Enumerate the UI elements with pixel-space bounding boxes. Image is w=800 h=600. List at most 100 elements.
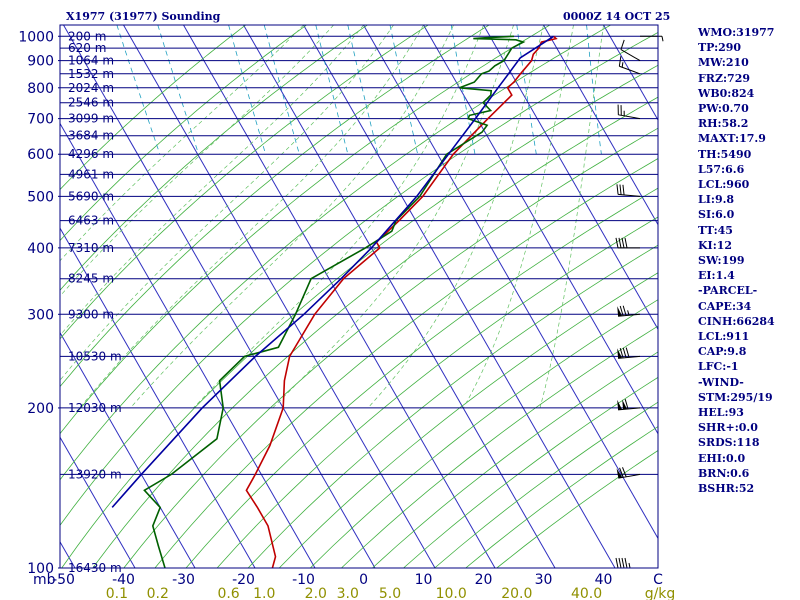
pressure-tick-label: 200 bbox=[27, 401, 54, 417]
stat-item: LI:9.8 bbox=[698, 193, 735, 207]
mixing-ratio-label: 2.0 bbox=[305, 586, 327, 600]
wind-barb bbox=[617, 399, 641, 411]
isotherm-line bbox=[543, 25, 658, 226]
stat-item: EHI:0.0 bbox=[698, 451, 746, 465]
stat-item: BRN:0.6 bbox=[698, 466, 750, 480]
temperature-tick-label: 10 bbox=[415, 572, 433, 588]
mixing-ratio-label: 10.0 bbox=[436, 586, 467, 600]
mixing-ratio-unit: g/kg bbox=[645, 586, 676, 600]
isotherm-line bbox=[63, 25, 376, 568]
stat-item: KI:12 bbox=[698, 238, 733, 252]
pressure-tick-label: 600 bbox=[27, 147, 54, 163]
height-label: 1532 m bbox=[68, 67, 114, 81]
dry-adiabat-line bbox=[60, 25, 307, 242]
stat-item: WMO:31977 bbox=[698, 26, 775, 39]
dry-adiabat-line bbox=[154, 158, 658, 568]
stat-item: SI:6.0 bbox=[698, 208, 735, 222]
moist-adiabat-line bbox=[367, 25, 544, 409]
pressure-tick-label: 700 bbox=[27, 112, 54, 128]
mixing-ratio-label: 0.1 bbox=[106, 586, 128, 600]
stat-item: FRZ:729 bbox=[698, 71, 751, 85]
moist-adiabat-line bbox=[60, 25, 304, 262]
mixing-ratio-line bbox=[389, 25, 419, 155]
stat-item: WB0:824 bbox=[698, 86, 755, 100]
pressure-tick-label: 800 bbox=[27, 81, 54, 97]
stat-item: MAXT:17.9 bbox=[698, 132, 766, 146]
height-label: 1064 m bbox=[68, 54, 114, 68]
parcel-profile bbox=[111, 35, 555, 508]
stat-item: EI:1.4 bbox=[698, 269, 735, 283]
moist-adiabat-line bbox=[463, 25, 574, 409]
isotherm-line bbox=[60, 122, 316, 568]
dry-adiabat-line bbox=[60, 25, 490, 388]
temperature-tick-label: 30 bbox=[535, 572, 553, 588]
pressure-tick-label: 1000 bbox=[18, 29, 54, 45]
stat-item: PW:0.70 bbox=[698, 102, 749, 116]
mixing-ratio-line bbox=[116, 25, 161, 155]
stat-item: -PARCEL- bbox=[698, 284, 758, 298]
isotherm-line bbox=[483, 25, 658, 331]
stat-item: LCL:911 bbox=[698, 330, 750, 344]
dry-adiabat-line bbox=[60, 25, 611, 481]
stat-item: SRDS:118 bbox=[698, 436, 760, 450]
height-label: 2024 m bbox=[68, 81, 114, 95]
moist-adiabat-line bbox=[539, 25, 604, 408]
pressure-tick-label: 500 bbox=[27, 189, 54, 205]
moist-adiabat-line bbox=[79, 25, 424, 409]
stat-item: TP:290 bbox=[698, 41, 742, 55]
stat-item: RH:58.2 bbox=[698, 117, 749, 131]
mixing-ratio-label: 5.0 bbox=[379, 586, 401, 600]
wind-barb bbox=[620, 39, 641, 62]
isotherm-line bbox=[0, 25, 15, 568]
dry-adiabat-line bbox=[60, 25, 368, 291]
moist-adiabat-line bbox=[60, 25, 394, 381]
temperature-tick-label: 20 bbox=[475, 572, 493, 588]
wind-barb bbox=[616, 184, 641, 197]
dry-adiabat-line bbox=[341, 325, 658, 568]
pressure-tick-label: 100 bbox=[27, 561, 54, 577]
isotherm-line bbox=[60, 436, 136, 568]
mixing-ratio-line bbox=[586, 25, 602, 155]
isotherm-line bbox=[363, 25, 658, 540]
isotherm-line bbox=[123, 25, 436, 568]
stat-item: STM:295/19 bbox=[698, 390, 773, 404]
wind-barbs bbox=[615, 35, 664, 569]
temperature-tick-label: -50 bbox=[52, 572, 75, 588]
mixing-ratio-line bbox=[347, 25, 379, 155]
temperature-tick-label: -10 bbox=[292, 572, 315, 588]
mixing-ratio-line bbox=[263, 25, 300, 155]
height-label: 13920 m bbox=[68, 467, 122, 481]
height-label: 3684 m bbox=[68, 129, 114, 143]
height-label: 5690 m bbox=[68, 189, 114, 203]
height-label: 6463 m bbox=[68, 214, 114, 228]
moist-adiabat-line bbox=[193, 25, 484, 409]
isotherm-line bbox=[243, 25, 556, 568]
height-label: 9300 m bbox=[68, 307, 114, 321]
isotherm-line bbox=[183, 25, 496, 568]
dry-adiabat-line bbox=[216, 216, 658, 568]
mixing-ratio-line bbox=[228, 25, 266, 155]
height-label: 200 m bbox=[68, 29, 106, 43]
moist-adiabat-line bbox=[60, 25, 364, 336]
temperature-tick-label: 40 bbox=[595, 572, 613, 588]
isotherm-line bbox=[423, 25, 658, 435]
wind-barb bbox=[615, 237, 640, 249]
wind-barb bbox=[615, 557, 640, 569]
dry-adiabat-line bbox=[185, 187, 658, 568]
height-label: 7310 m bbox=[68, 241, 114, 255]
temperature-tick-label: -30 bbox=[172, 572, 195, 588]
moist-adiabat-line bbox=[60, 25, 334, 297]
wind-barb bbox=[617, 305, 641, 317]
pressure-tick-label: 300 bbox=[27, 307, 54, 323]
stat-item: L57:6.6 bbox=[698, 162, 745, 176]
mixing-ratio-line bbox=[315, 25, 349, 155]
dry-adiabat-line bbox=[310, 299, 658, 568]
dry-adiabat-line bbox=[123, 127, 658, 568]
dry-adiabat-line bbox=[60, 32, 658, 527]
dry-adiabat-line bbox=[60, 25, 246, 191]
dry-adiabat-line bbox=[61, 64, 658, 568]
height-label: 2546 m bbox=[68, 96, 114, 110]
stat-item: CINH:66284 bbox=[698, 314, 775, 328]
